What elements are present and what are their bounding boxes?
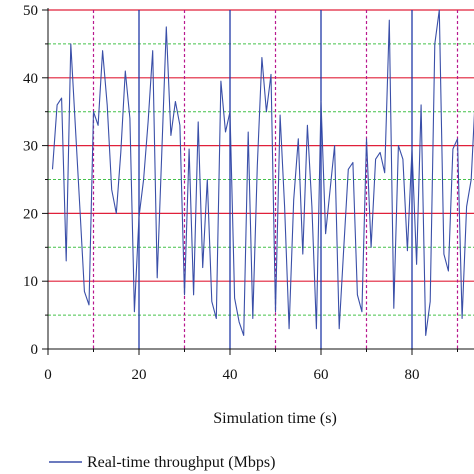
x-tick-label-60: 60 [314,367,329,383]
tick-labels: 0 10 20 30 40 50 0 20 40 60 80 [23,3,420,383]
axes [42,8,474,355]
legend-label-real-time-throughput: Real-time throughput (Mbps) [87,454,275,471]
x-tick-label-80: 80 [405,367,420,383]
series-line-0 [51,9,474,336]
x-tick-label-40: 40 [223,367,238,383]
series-layer [51,9,474,336]
y-tick-label-30: 30 [23,139,38,155]
x-tick-label-0: 0 [44,367,52,383]
x-tick-label-20: 20 [132,367,147,383]
y-tick-label-0: 0 [31,342,39,358]
legend: Real-time throughput (Mbps) [49,454,275,471]
x-axis-title: Simulation time (s) [213,410,337,427]
y-tick-label-10: 10 [23,274,38,290]
y-tick-label-40: 40 [23,71,38,87]
y-tick-label-20: 20 [23,206,38,222]
y-tick-label-50: 50 [23,3,38,19]
